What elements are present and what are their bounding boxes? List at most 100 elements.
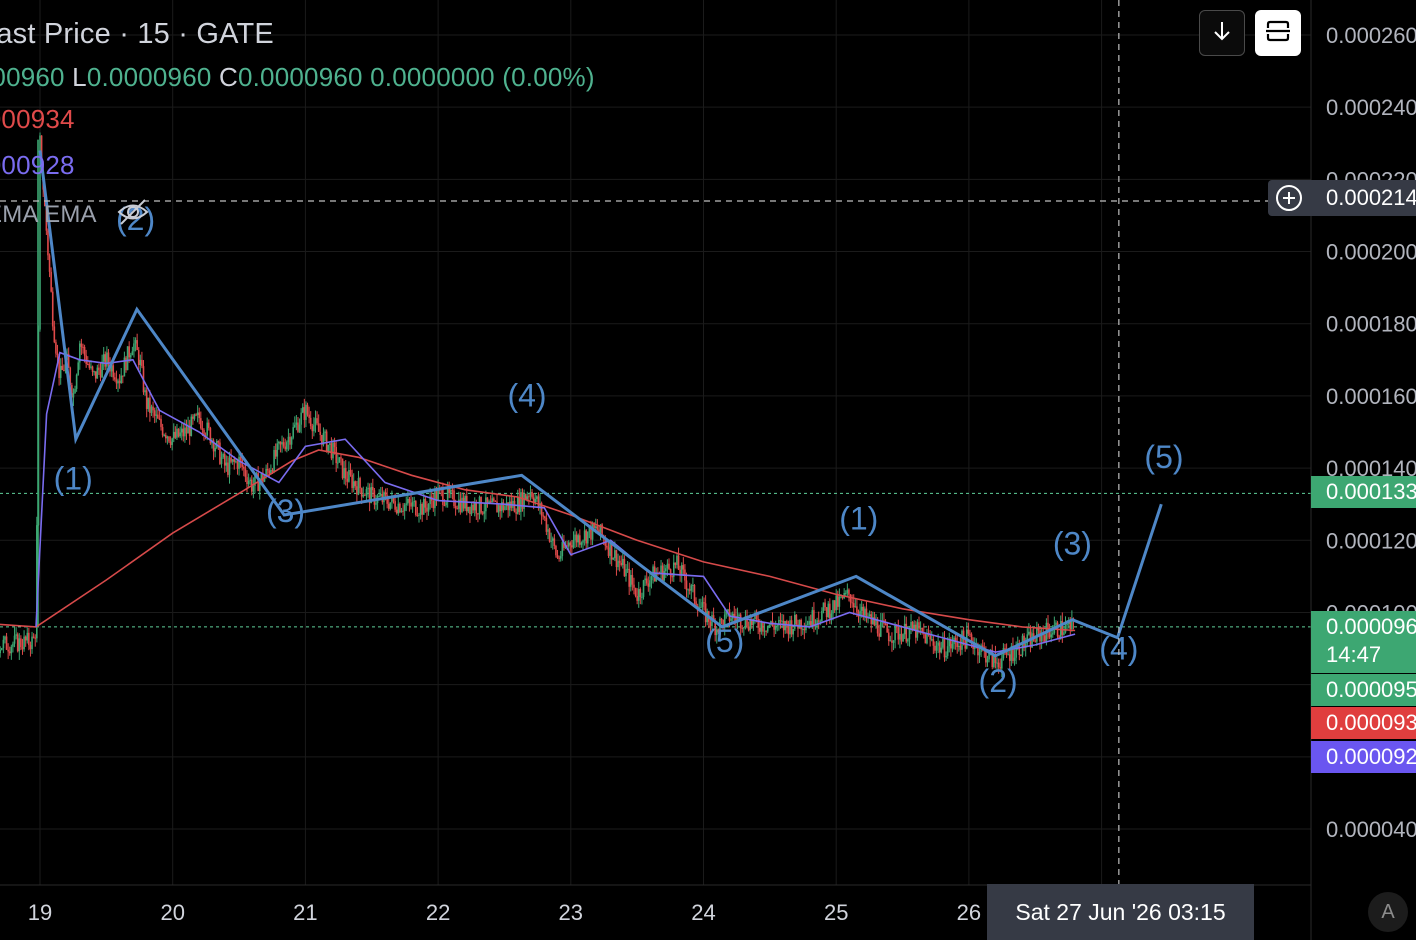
candle-body [626,568,629,570]
candle-body [981,645,984,648]
candle-body [74,388,76,394]
ohlc-value-2: 0.0000960 [237,62,363,92]
candle-body [926,633,928,644]
grid-lines [0,0,1311,885]
candle-body [572,540,575,548]
time-tick-label: 19 [28,900,52,925]
fit-screen-button[interactable] [1255,10,1301,56]
candle-body [937,642,939,646]
candle-body [833,600,836,611]
eye-off-icon[interactable] [116,198,150,233]
candle-body [666,563,669,569]
legend-ema-hidden-label: EMA EMA [0,200,96,228]
candle-body [899,633,901,640]
candle-body [282,442,285,447]
candle-body [340,457,342,459]
candle-body [852,603,855,608]
wave-label[interactable]: (5) [1144,439,1183,475]
candle-body [341,458,344,479]
candle-body [919,627,922,629]
candle-body [841,596,844,599]
candle-body [176,428,178,438]
candle-body [690,585,693,591]
candle-body [448,487,451,493]
candle-body [13,635,16,644]
candle-body [372,486,374,491]
candle-body [932,639,935,646]
wave-label[interactable]: (3) [266,493,305,529]
candle-body [419,503,422,515]
candle-body [228,457,231,475]
candle-body [887,632,890,642]
legend-ema-red[interactable]: 0.0000934 [0,104,75,134]
candle-body [26,632,29,641]
candle-body [548,529,551,542]
candle-body [692,584,694,586]
candle-body [601,524,603,536]
candle-body [978,652,981,656]
candle-body [744,616,747,628]
candle-body [591,522,594,540]
candle-body [545,517,548,532]
candle-body [0,648,3,650]
candle-body [317,423,320,432]
candle-body [263,476,266,482]
candle-body [822,602,825,611]
wave-label[interactable]: (1) [839,500,878,536]
candle-body [816,620,818,626]
candle-body [913,624,916,630]
candle-body [115,379,118,384]
wave-label[interactable]: (2) [979,663,1018,699]
candle-body [722,620,724,629]
add-alert-icon[interactable] [1274,183,1304,216]
wave-label[interactable]: (3) [1053,526,1092,562]
candle-body [583,530,586,541]
scroll-to-latest-button[interactable] [1199,10,1245,56]
candle-body [566,545,568,547]
price-scale[interactable]: 0.00026000.00024000.00022000.00020000.00… [1326,23,1416,842]
candle-body [1024,643,1027,648]
candle-body [542,515,544,517]
candle-body [410,502,412,507]
candle-body [309,417,312,427]
candle-body [293,424,296,428]
candle-body [854,606,857,608]
legend-title[interactable]: Last Price · 15 · GATE [0,18,274,50]
candle-body [508,501,511,511]
elliott-wave-line[interactable] [38,150,1163,658]
candle-body [789,620,791,635]
candle-body [354,481,357,487]
candle-body [98,367,100,370]
candle-body [800,619,802,630]
time-scale[interactable]: 19 20 21 22 23 24 25 26 [28,900,981,925]
candle-body [951,643,954,649]
candle-body [217,441,220,443]
candle-body [827,603,830,618]
candle-body [907,639,909,642]
legend-ema-purple[interactable]: 0.0000928 [0,150,75,180]
candle-body [851,602,853,604]
wave-label[interactable]: (5) [705,623,744,659]
candle-body [281,442,283,445]
candle-body [629,574,632,587]
legend-ema-hidden[interactable]: EMA EMA [0,198,150,233]
candle-body [107,352,110,365]
wave-label[interactable]: (4) [507,378,546,414]
candle-body [580,542,583,545]
candle-body [329,443,331,445]
candle-body [596,526,599,530]
candle-body [169,441,172,445]
auto-scale-button[interactable]: A [1368,892,1408,932]
candle-body [418,514,420,516]
candle-body [496,501,498,513]
candle-body [1013,657,1016,661]
candle-body [99,369,102,378]
wave-label[interactable]: (1) [54,461,93,497]
candle-body [128,346,130,358]
candle-body [96,367,99,379]
candle-body [593,522,595,528]
candle-body [614,550,616,559]
candle-body [677,555,680,570]
